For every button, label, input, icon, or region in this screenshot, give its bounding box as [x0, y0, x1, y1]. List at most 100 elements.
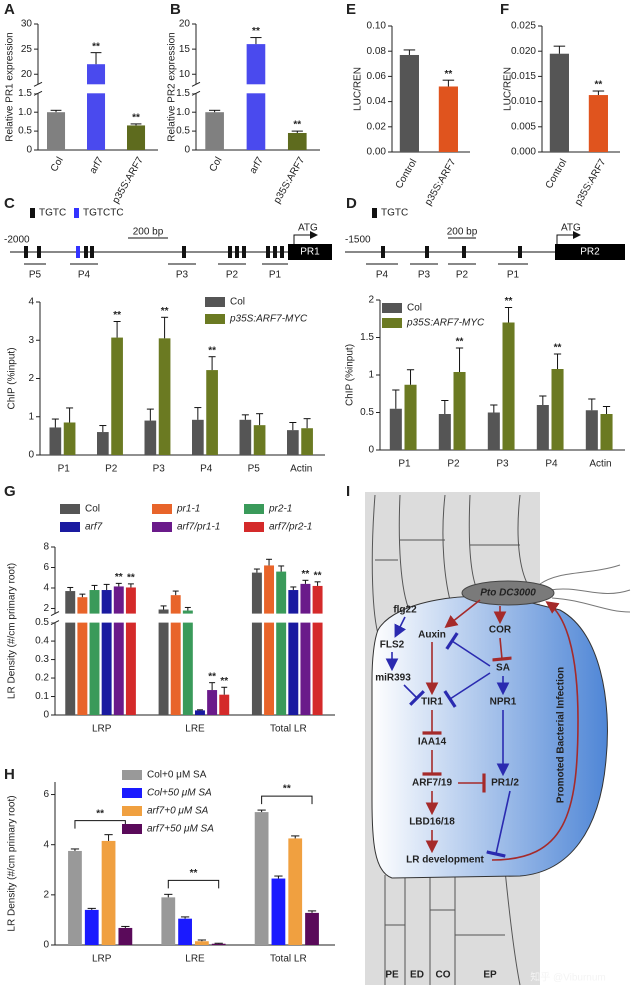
bracket [74, 820, 126, 829]
bar [502, 322, 515, 450]
bar [49, 427, 62, 455]
legend-label: pr1-1 [176, 504, 200, 515]
y-tick-label: 1.5 [176, 88, 190, 99]
legend-label: arf7+50 μM SA [147, 824, 214, 835]
legend-label: Col [230, 297, 245, 308]
y-axis-title: Relative PR2 expression [167, 32, 178, 142]
significance: ** [283, 784, 291, 795]
significance: ** [113, 310, 121, 321]
inhibition [486, 790, 511, 858]
start-arrow [293, 231, 318, 244]
region-label: P1 [269, 270, 282, 281]
bar [253, 425, 266, 455]
y-tick-label: 0 [26, 145, 32, 156]
y-tick-label: 0.5 [176, 126, 190, 137]
x-tick-label: Total LR [270, 724, 307, 735]
scale-label: 200 bp [447, 227, 478, 238]
atg-label: ATG [561, 223, 581, 234]
bar [264, 565, 275, 715]
y-tick-label: 0.5 [360, 407, 374, 418]
gene-box [555, 244, 625, 260]
legend-swatch [74, 208, 79, 218]
motif [518, 246, 522, 258]
legend-label: TGTCTC [83, 208, 124, 219]
bracket [167, 879, 220, 889]
y-tick-label: 1.0 [18, 107, 32, 118]
pathogen-cell [461, 580, 555, 606]
bar [118, 927, 133, 945]
bar [113, 586, 124, 715]
axis-break [51, 613, 337, 623]
pathway-node: LBD16/18 [409, 817, 455, 828]
region-label: P2 [456, 270, 469, 281]
motif [235, 246, 239, 258]
legend-label: p35S:ARF7-MYC [229, 314, 308, 325]
pathway-node: miR393 [375, 673, 411, 684]
y-axis-title: ChIP (%input) [7, 347, 18, 409]
x-tick-label: arf7 [248, 155, 266, 176]
y-axis-title: LUC/REN [353, 67, 364, 111]
legend-label: arf7/pr1-1 [177, 522, 220, 533]
y-tick-label: 15 [179, 44, 191, 55]
bar [111, 337, 123, 455]
bar [287, 132, 307, 150]
motif [90, 246, 94, 258]
bar [97, 432, 109, 455]
y-axis-title: LR Density (#/cm primary root) [7, 563, 18, 699]
x-tick-label: LRP [92, 954, 112, 965]
bar [399, 54, 419, 153]
inhibition [443, 672, 491, 708]
legend-swatch [60, 522, 80, 532]
y-tick-label: 0.5 [18, 126, 32, 137]
bar [288, 590, 299, 715]
x-tick-label: Control [394, 157, 420, 190]
y-tick-label: 0 [28, 450, 34, 461]
bar [312, 585, 323, 715]
pathway-node: Auxin [418, 630, 446, 641]
x-tick-label: LRE [185, 724, 205, 735]
y-tick-label: 0.2 [35, 673, 49, 684]
motif [182, 246, 186, 258]
bar [195, 710, 205, 715]
panel-label: B [170, 1, 181, 18]
significance: ** [293, 120, 301, 131]
y-tick-label: 8 [43, 542, 49, 553]
y-tick-label: 0.3 [35, 654, 49, 665]
inhibition [492, 637, 512, 662]
significance: ** [92, 41, 100, 52]
bar [178, 918, 192, 945]
bar [438, 86, 458, 152]
legend-label: pr2-1 [268, 504, 292, 515]
y-tick-label: 1 [28, 411, 34, 422]
x-tick-label: P3 [153, 464, 166, 475]
bar [404, 384, 417, 450]
x-tick-label: Actin [589, 459, 611, 470]
motif [273, 246, 277, 258]
x-tick-label: arf7 [88, 155, 106, 176]
bar [101, 590, 112, 715]
significance: ** [554, 343, 562, 354]
axis-break [34, 84, 160, 94]
gene-box [288, 244, 332, 260]
significance: ** [127, 573, 135, 584]
tissue-label: CO [436, 970, 451, 981]
panel-label: F [500, 1, 509, 18]
pathway-node: FLS2 [380, 640, 405, 651]
y-tick-label: 0.10 [367, 21, 387, 32]
x-tick-label: p35S:ARF7 [272, 155, 308, 206]
region-label: P4 [376, 270, 389, 281]
legend-label: arf7/pr2-1 [269, 522, 312, 533]
bar [239, 419, 252, 455]
significance: ** [208, 671, 216, 682]
motif [425, 246, 429, 258]
legend-swatch [30, 208, 35, 218]
significance: ** [132, 113, 140, 124]
panel-label: A [4, 1, 15, 18]
motif [280, 246, 284, 258]
legend-swatch [205, 297, 225, 307]
motif [462, 246, 466, 258]
cell-diagram [365, 492, 631, 986]
y-tick-label: 0.000 [511, 147, 536, 158]
start-label: -2000 [4, 235, 30, 246]
